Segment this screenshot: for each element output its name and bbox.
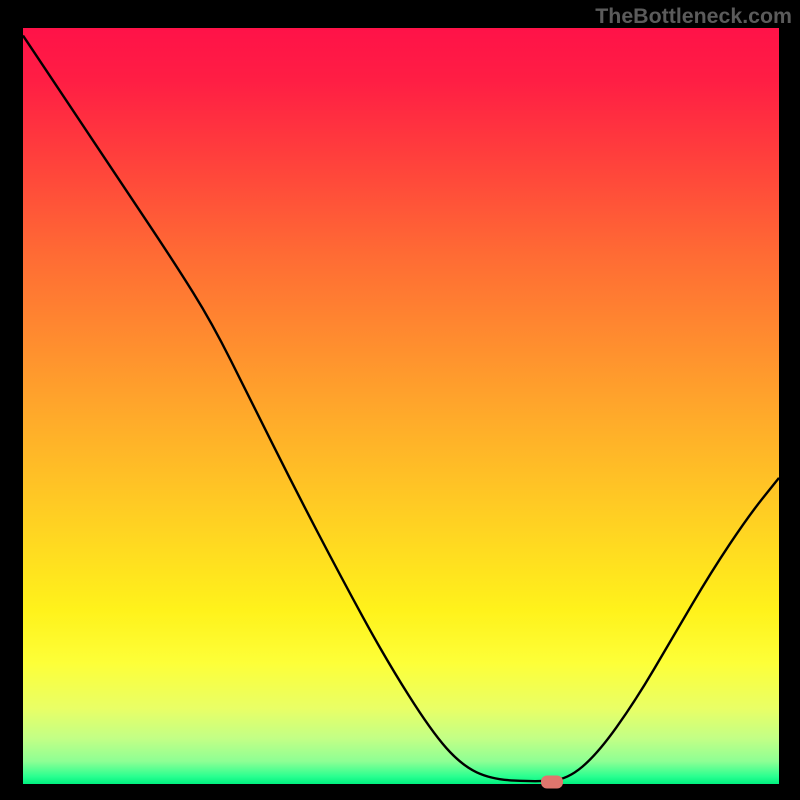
chart-frame: TheBottleneck.com <box>0 0 800 800</box>
watermark-text: TheBottleneck.com <box>595 4 792 29</box>
gradient-background <box>23 28 779 784</box>
optimum-marker <box>541 775 563 788</box>
plot-area <box>23 28 779 784</box>
